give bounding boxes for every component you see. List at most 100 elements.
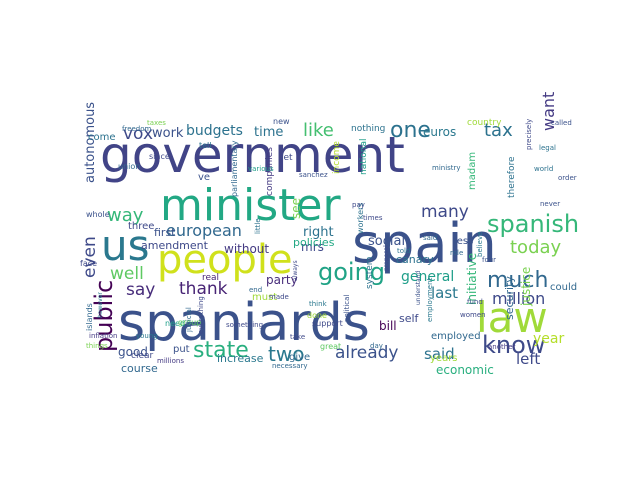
cloud-word: want <box>539 92 558 131</box>
cloud-word: employment <box>426 277 434 322</box>
cloud-word: four <box>482 256 496 264</box>
cloud-word: must <box>252 292 277 303</box>
cloud-word: years <box>430 353 458 364</box>
cloud-word: ve <box>198 172 210 183</box>
cloud-word: need <box>165 319 185 328</box>
cloud-word: end <box>249 286 262 294</box>
cloud-word: already <box>335 343 398 363</box>
cloud-word: good <box>118 345 148 359</box>
cloud-word: things <box>86 342 108 350</box>
cloud-word: young <box>136 332 158 340</box>
cloud-word: income <box>332 141 342 174</box>
cloud-word: parliamentary <box>230 140 239 197</box>
cloud-word: face <box>80 259 97 268</box>
cloud-word: madam <box>467 152 478 190</box>
cloud-word: policies <box>293 236 335 249</box>
cloud-word: workers <box>356 203 365 234</box>
cloud-word: two <box>268 342 304 366</box>
cloud-word: women <box>460 311 486 319</box>
cloud-word: companies <box>265 147 275 196</box>
cloud-word: clear <box>131 351 154 361</box>
cloud-word: time <box>254 125 283 140</box>
cloud-word: order <box>558 174 577 182</box>
cloud-word: something <box>226 321 263 329</box>
cloud-word: increase <box>217 352 264 365</box>
cloud-word: nothing <box>351 124 385 134</box>
cloud-word: way <box>107 205 144 226</box>
cloud-word: tax <box>484 120 513 141</box>
cloud-word: inflation <box>89 332 118 340</box>
cloud-word: well <box>110 264 144 284</box>
cloud-word: could <box>550 282 577 293</box>
cloud-word: however <box>97 292 104 318</box>
cloud-word: employed <box>431 331 481 342</box>
cloud-word: ministry <box>432 164 461 172</box>
cloud-word: political <box>343 295 351 322</box>
cloud-word: called <box>551 119 572 127</box>
cloud-word: initiative <box>465 253 479 305</box>
cloud-word: like <box>303 120 334 141</box>
cloud-word: party <box>266 273 298 287</box>
cloud-word: european <box>166 221 242 240</box>
cloud-word: spanish <box>487 210 579 238</box>
cloud-word: course <box>121 362 158 375</box>
cloud-word: thank <box>179 279 228 299</box>
cloud-word: bill <box>379 319 397 333</box>
cloud-word: know <box>482 331 545 359</box>
cloud-word: us <box>101 221 150 270</box>
cloud-word: first <box>154 226 176 239</box>
cloud-word: pay <box>352 201 365 209</box>
cloud-word: without <box>224 242 269 256</box>
cloud-word: general <box>401 269 454 285</box>
cloud-word: real <box>202 273 219 283</box>
cloud-word: fund <box>467 298 483 306</box>
cloud-word: support <box>312 319 343 328</box>
cloud-word: world <box>534 165 553 173</box>
cloud-word: even <box>80 236 100 278</box>
cloud-word: freedom <box>122 125 152 133</box>
cloud-word: three <box>128 221 154 232</box>
cloud-word: let <box>281 153 293 163</box>
cloud-word: whole <box>86 210 110 219</box>
cloud-word: security <box>503 276 516 320</box>
cloud-word: role <box>450 249 463 257</box>
cloud-word: said <box>423 234 437 242</box>
cloud-word: understand <box>415 270 422 305</box>
cloud-word: many <box>421 202 469 222</box>
cloud-word: another <box>488 343 515 351</box>
cloud-word: legal <box>539 144 556 152</box>
cloud-word: precisely <box>525 119 533 150</box>
cloud-word: euros <box>423 125 456 139</box>
cloud-word: said <box>424 345 455 363</box>
cloud-word: necessary <box>272 362 308 370</box>
cloud-word: mrs <box>301 240 324 254</box>
cloud-word: less <box>454 236 473 247</box>
cloud-word: believe <box>476 232 484 257</box>
cloud-word: amendment <box>141 239 209 252</box>
cloud-word: government <box>100 126 405 184</box>
cloud-word: told <box>397 247 410 255</box>
cloud-word: self <box>399 312 420 325</box>
cloud-word: put <box>173 344 190 355</box>
cloud-word: national <box>359 139 369 175</box>
cloud-word: work <box>152 126 184 141</box>
cloud-word: think <box>309 300 328 308</box>
cloud-word: state <box>193 338 249 363</box>
cloud-word: new <box>273 117 290 126</box>
cloud-word: minister <box>160 180 341 231</box>
cloud-word: therefore <box>507 156 517 198</box>
cloud-word: great <box>320 342 341 351</box>
cloud-word: times <box>363 214 383 222</box>
cloud-word: one <box>390 118 431 143</box>
cloud-word: taxes <box>147 119 166 127</box>
cloud-word: everything <box>197 296 205 334</box>
cloud-word: group <box>178 318 201 327</box>
cloud-word: since <box>149 152 170 161</box>
cloud-word: come <box>88 132 116 143</box>
cloud-word: going <box>318 258 385 286</box>
cloud-word: social <box>368 234 405 249</box>
cloud-word: never <box>540 200 560 208</box>
cloud-word: vox <box>123 124 153 144</box>
cloud-word: union <box>118 162 140 171</box>
cloud-word: right <box>303 225 334 240</box>
